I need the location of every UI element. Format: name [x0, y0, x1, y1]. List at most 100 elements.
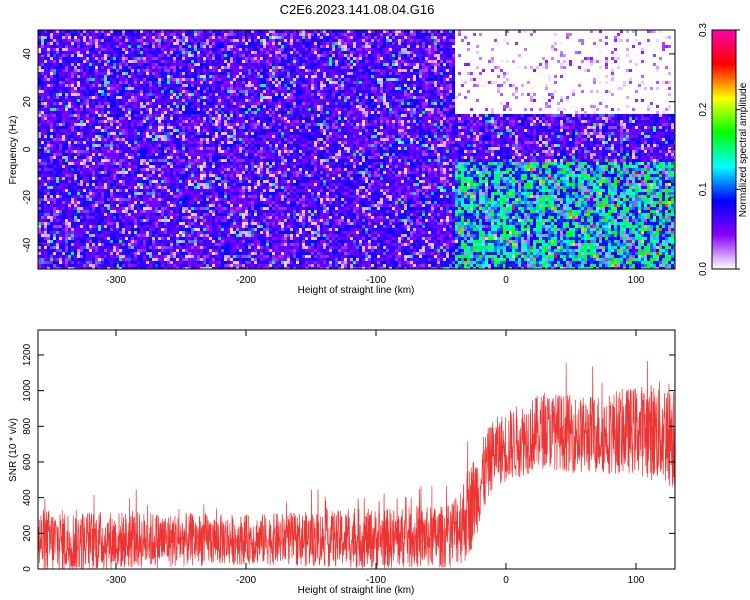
heatmap-cell [374, 60, 377, 63]
heatmap-cell [95, 66, 98, 69]
heatmap-cell [647, 39, 650, 42]
heatmap-cell [188, 87, 191, 90]
heatmap-cell [179, 93, 182, 96]
heatmap-cell [344, 72, 347, 75]
heatmap-cell [209, 48, 212, 51]
heatmap-cell [200, 90, 203, 93]
heatmap-cell [119, 36, 122, 39]
heatmap-cell [377, 72, 380, 75]
heatmap-cell [548, 84, 551, 87]
heatmap-cell [314, 72, 317, 75]
heatmap-cell [161, 66, 164, 69]
heatmap-cell [299, 54, 302, 57]
heatmap-cell [488, 84, 491, 87]
heatmap-cell [269, 30, 272, 33]
heatmap-cell [74, 30, 77, 33]
heatmap-cell [353, 90, 356, 93]
heatmap-cell [383, 60, 386, 63]
heatmap-cell [629, 48, 632, 51]
heatmap-cell [95, 33, 98, 36]
heatmap-cell [635, 60, 638, 63]
heatmap-cell [95, 60, 98, 63]
heatmap-cell [143, 66, 146, 69]
heatmap-cell [458, 87, 461, 90]
heatmap-cell [197, 33, 200, 36]
heatmap-cell [197, 30, 200, 33]
heatmap-cell [611, 78, 614, 81]
heatmap-cell [233, 30, 236, 33]
heatmap-cell [587, 69, 590, 72]
heatmap-cell [644, 69, 647, 72]
heatmap-cell [50, 33, 53, 36]
heatmap-cell [257, 75, 260, 78]
heatmap-cell [593, 87, 596, 90]
heatmap-cell [341, 81, 344, 84]
heatmap-cell [527, 75, 530, 78]
heatmap-cell [305, 72, 308, 75]
heatmap-cell [557, 54, 560, 57]
heatmap-cell [185, 30, 188, 33]
heatmap-cell [554, 96, 557, 99]
heatmap-cell [188, 75, 191, 78]
heatmap-cell [269, 75, 272, 78]
heatmap-cell [566, 60, 569, 63]
heatmap-cell [467, 75, 470, 78]
heatmap-cell [671, 72, 674, 75]
heatmap-cell [254, 39, 257, 42]
heatmap-cell [239, 75, 242, 78]
heatmap-cell [53, 57, 56, 60]
heatmap-cell [620, 63, 623, 66]
heatmap-cell [380, 30, 383, 33]
heatmap-cell [569, 63, 572, 66]
heatmap-cell [353, 66, 356, 69]
heatmap-cell [116, 90, 119, 93]
heatmap-cell [632, 54, 635, 57]
heatmap-cell [509, 96, 512, 99]
heatmap-cell [104, 51, 107, 54]
heatmap-cell [395, 42, 398, 45]
heatmap-cell [503, 36, 506, 39]
heatmap-cell [566, 84, 569, 87]
heatmap-cell [533, 33, 536, 36]
heatmap-cell [548, 39, 551, 42]
heatmap-cell [434, 45, 437, 48]
heatmap-cell [245, 69, 248, 72]
heatmap-cell [482, 72, 485, 75]
heatmap-cell [275, 87, 278, 90]
heatmap-cell [62, 36, 65, 39]
heatmap-cell [263, 87, 266, 90]
heatmap-cell [47, 99, 50, 102]
heatmap-cell [119, 60, 122, 63]
heatmap-cell [251, 60, 254, 63]
heatmap-cell [569, 81, 572, 84]
heatmap-cell [206, 33, 209, 36]
heatmap-cell [329, 93, 332, 96]
heatmap-cell [257, 60, 260, 63]
heatmap-cell [302, 42, 305, 45]
heatmap-cell [524, 72, 527, 75]
heatmap-cell [614, 90, 617, 93]
heatmap-cell [599, 75, 602, 78]
heatmap-cell [482, 90, 485, 93]
heatmap-cell [38, 39, 41, 42]
heatmap-cell [503, 90, 506, 93]
heatmap-cell [251, 54, 254, 57]
heatmap-cell [377, 54, 380, 57]
heatmap-cell [440, 51, 443, 54]
heatmap-cell [374, 54, 377, 57]
heatmap-cell [302, 99, 305, 102]
heatmap-cell [374, 84, 377, 87]
heatmap-cell [653, 69, 656, 72]
heatmap-cell [545, 42, 548, 45]
heatmap-cell [257, 33, 260, 36]
heatmap-cell [563, 54, 566, 57]
heatmap-cell [416, 57, 419, 60]
heatmap-cell [173, 48, 176, 51]
heatmap-cell [47, 48, 50, 51]
heatmap-cell [530, 33, 533, 36]
heatmap-cell [515, 78, 518, 81]
heatmap-cell [608, 81, 611, 84]
heatmap-cell [377, 36, 380, 39]
heatmap-cell [218, 54, 221, 57]
heatmap-cell [452, 66, 455, 69]
